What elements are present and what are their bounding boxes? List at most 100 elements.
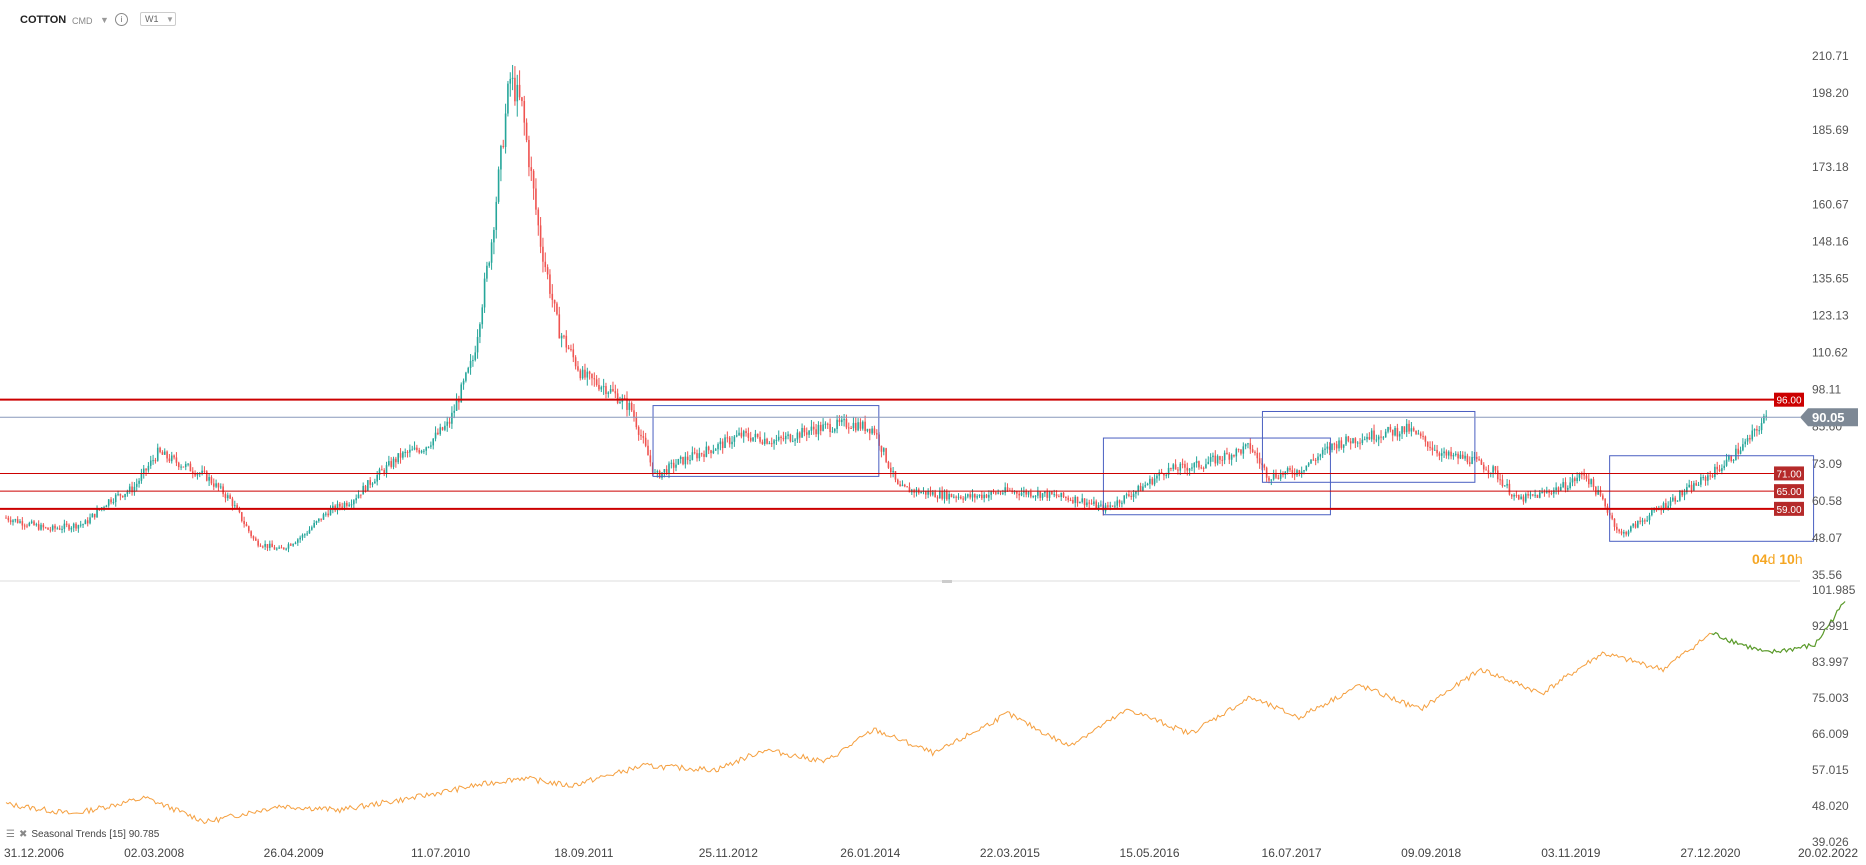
close-icon[interactable]: ✖ — [18, 829, 28, 840]
chevron-down-icon[interactable]: ▼ — [100, 15, 109, 25]
candle — [584, 369, 586, 378]
candle — [684, 456, 687, 465]
candle — [1237, 449, 1240, 451]
candle — [1429, 446, 1431, 448]
candle — [84, 520, 87, 525]
candle — [1314, 459, 1317, 461]
candle — [451, 412, 453, 424]
candle — [789, 434, 792, 442]
candle — [378, 469, 381, 476]
candle — [761, 441, 764, 444]
candle — [1765, 415, 1768, 417]
candle — [156, 447, 159, 461]
candle — [65, 523, 68, 525]
candle — [1419, 433, 1422, 436]
candle — [131, 486, 133, 493]
candle — [1683, 492, 1686, 496]
candle — [829, 424, 831, 433]
candle — [1072, 499, 1074, 503]
candle — [1674, 497, 1676, 502]
exchange-label[interactable]: CMD — [72, 16, 93, 26]
y-tick-label: 160.67 — [1812, 197, 1849, 211]
candle — [425, 447, 428, 451]
candle — [640, 434, 642, 437]
candle — [1226, 452, 1228, 455]
info-icon[interactable]: i — [115, 13, 128, 26]
candle — [1559, 487, 1562, 491]
candle — [364, 485, 367, 492]
symbol-label[interactable]: COTTON — [20, 14, 67, 26]
candle — [941, 491, 943, 499]
candle — [754, 433, 757, 438]
candle — [341, 506, 343, 508]
candle — [1459, 454, 1462, 459]
candle — [1282, 473, 1284, 476]
candle — [1307, 463, 1310, 466]
candle — [689, 459, 691, 461]
candle — [474, 352, 477, 361]
candle — [182, 466, 185, 468]
candle — [21, 521, 24, 526]
candle — [1088, 502, 1091, 504]
candle — [1286, 468, 1289, 472]
candle — [266, 543, 269, 548]
candle — [1417, 433, 1420, 435]
candle — [1172, 464, 1175, 469]
candle — [495, 201, 498, 230]
candle — [1135, 491, 1137, 494]
candle — [479, 324, 481, 337]
candle — [56, 528, 59, 530]
x-tick-label: 27.12.2020 — [1680, 846, 1740, 860]
candle — [962, 498, 964, 500]
level-65-tag — [1774, 484, 1804, 499]
settings-icon[interactable]: ☰ — [6, 829, 15, 840]
candle — [1482, 464, 1485, 470]
candle — [509, 78, 512, 84]
candle — [1298, 470, 1301, 474]
candle — [1693, 483, 1695, 491]
candle — [647, 445, 649, 456]
candle — [1522, 496, 1525, 502]
candle — [1030, 491, 1032, 497]
level-96-tag — [1774, 392, 1804, 407]
candle — [1574, 478, 1576, 482]
x-tick-label: 25.11.2012 — [699, 846, 758, 860]
candle — [1604, 499, 1606, 507]
candle — [336, 503, 339, 511]
candle — [824, 423, 827, 425]
candle — [177, 462, 180, 468]
candle — [348, 504, 350, 506]
candle — [1221, 459, 1224, 461]
candle — [441, 427, 444, 430]
candle — [360, 494, 362, 496]
candle — [446, 421, 449, 426]
candle — [1018, 493, 1020, 496]
candle — [766, 438, 768, 444]
timeframe-select[interactable]: W1 — [140, 12, 176, 26]
candle — [1347, 436, 1350, 442]
candle — [1597, 490, 1599, 495]
candle — [212, 483, 215, 487]
candle — [1321, 449, 1324, 455]
chevron-down-icon[interactable]: ▼ — [166, 15, 174, 24]
candle — [1251, 449, 1254, 452]
candle — [1387, 426, 1389, 432]
candle — [661, 472, 663, 478]
candle — [553, 299, 556, 304]
candle — [1485, 469, 1487, 471]
candle — [964, 496, 967, 500]
candle — [385, 465, 388, 474]
candle — [1156, 475, 1158, 479]
candle — [707, 446, 710, 451]
candle — [245, 524, 248, 527]
candle — [1408, 423, 1410, 432]
candle — [149, 460, 152, 466]
candle — [1310, 459, 1312, 464]
candle — [124, 493, 126, 497]
candle — [675, 464, 677, 468]
candle — [1707, 475, 1709, 481]
indicator-params: [15] — [109, 829, 126, 840]
candle — [939, 491, 941, 499]
candle — [264, 543, 266, 547]
